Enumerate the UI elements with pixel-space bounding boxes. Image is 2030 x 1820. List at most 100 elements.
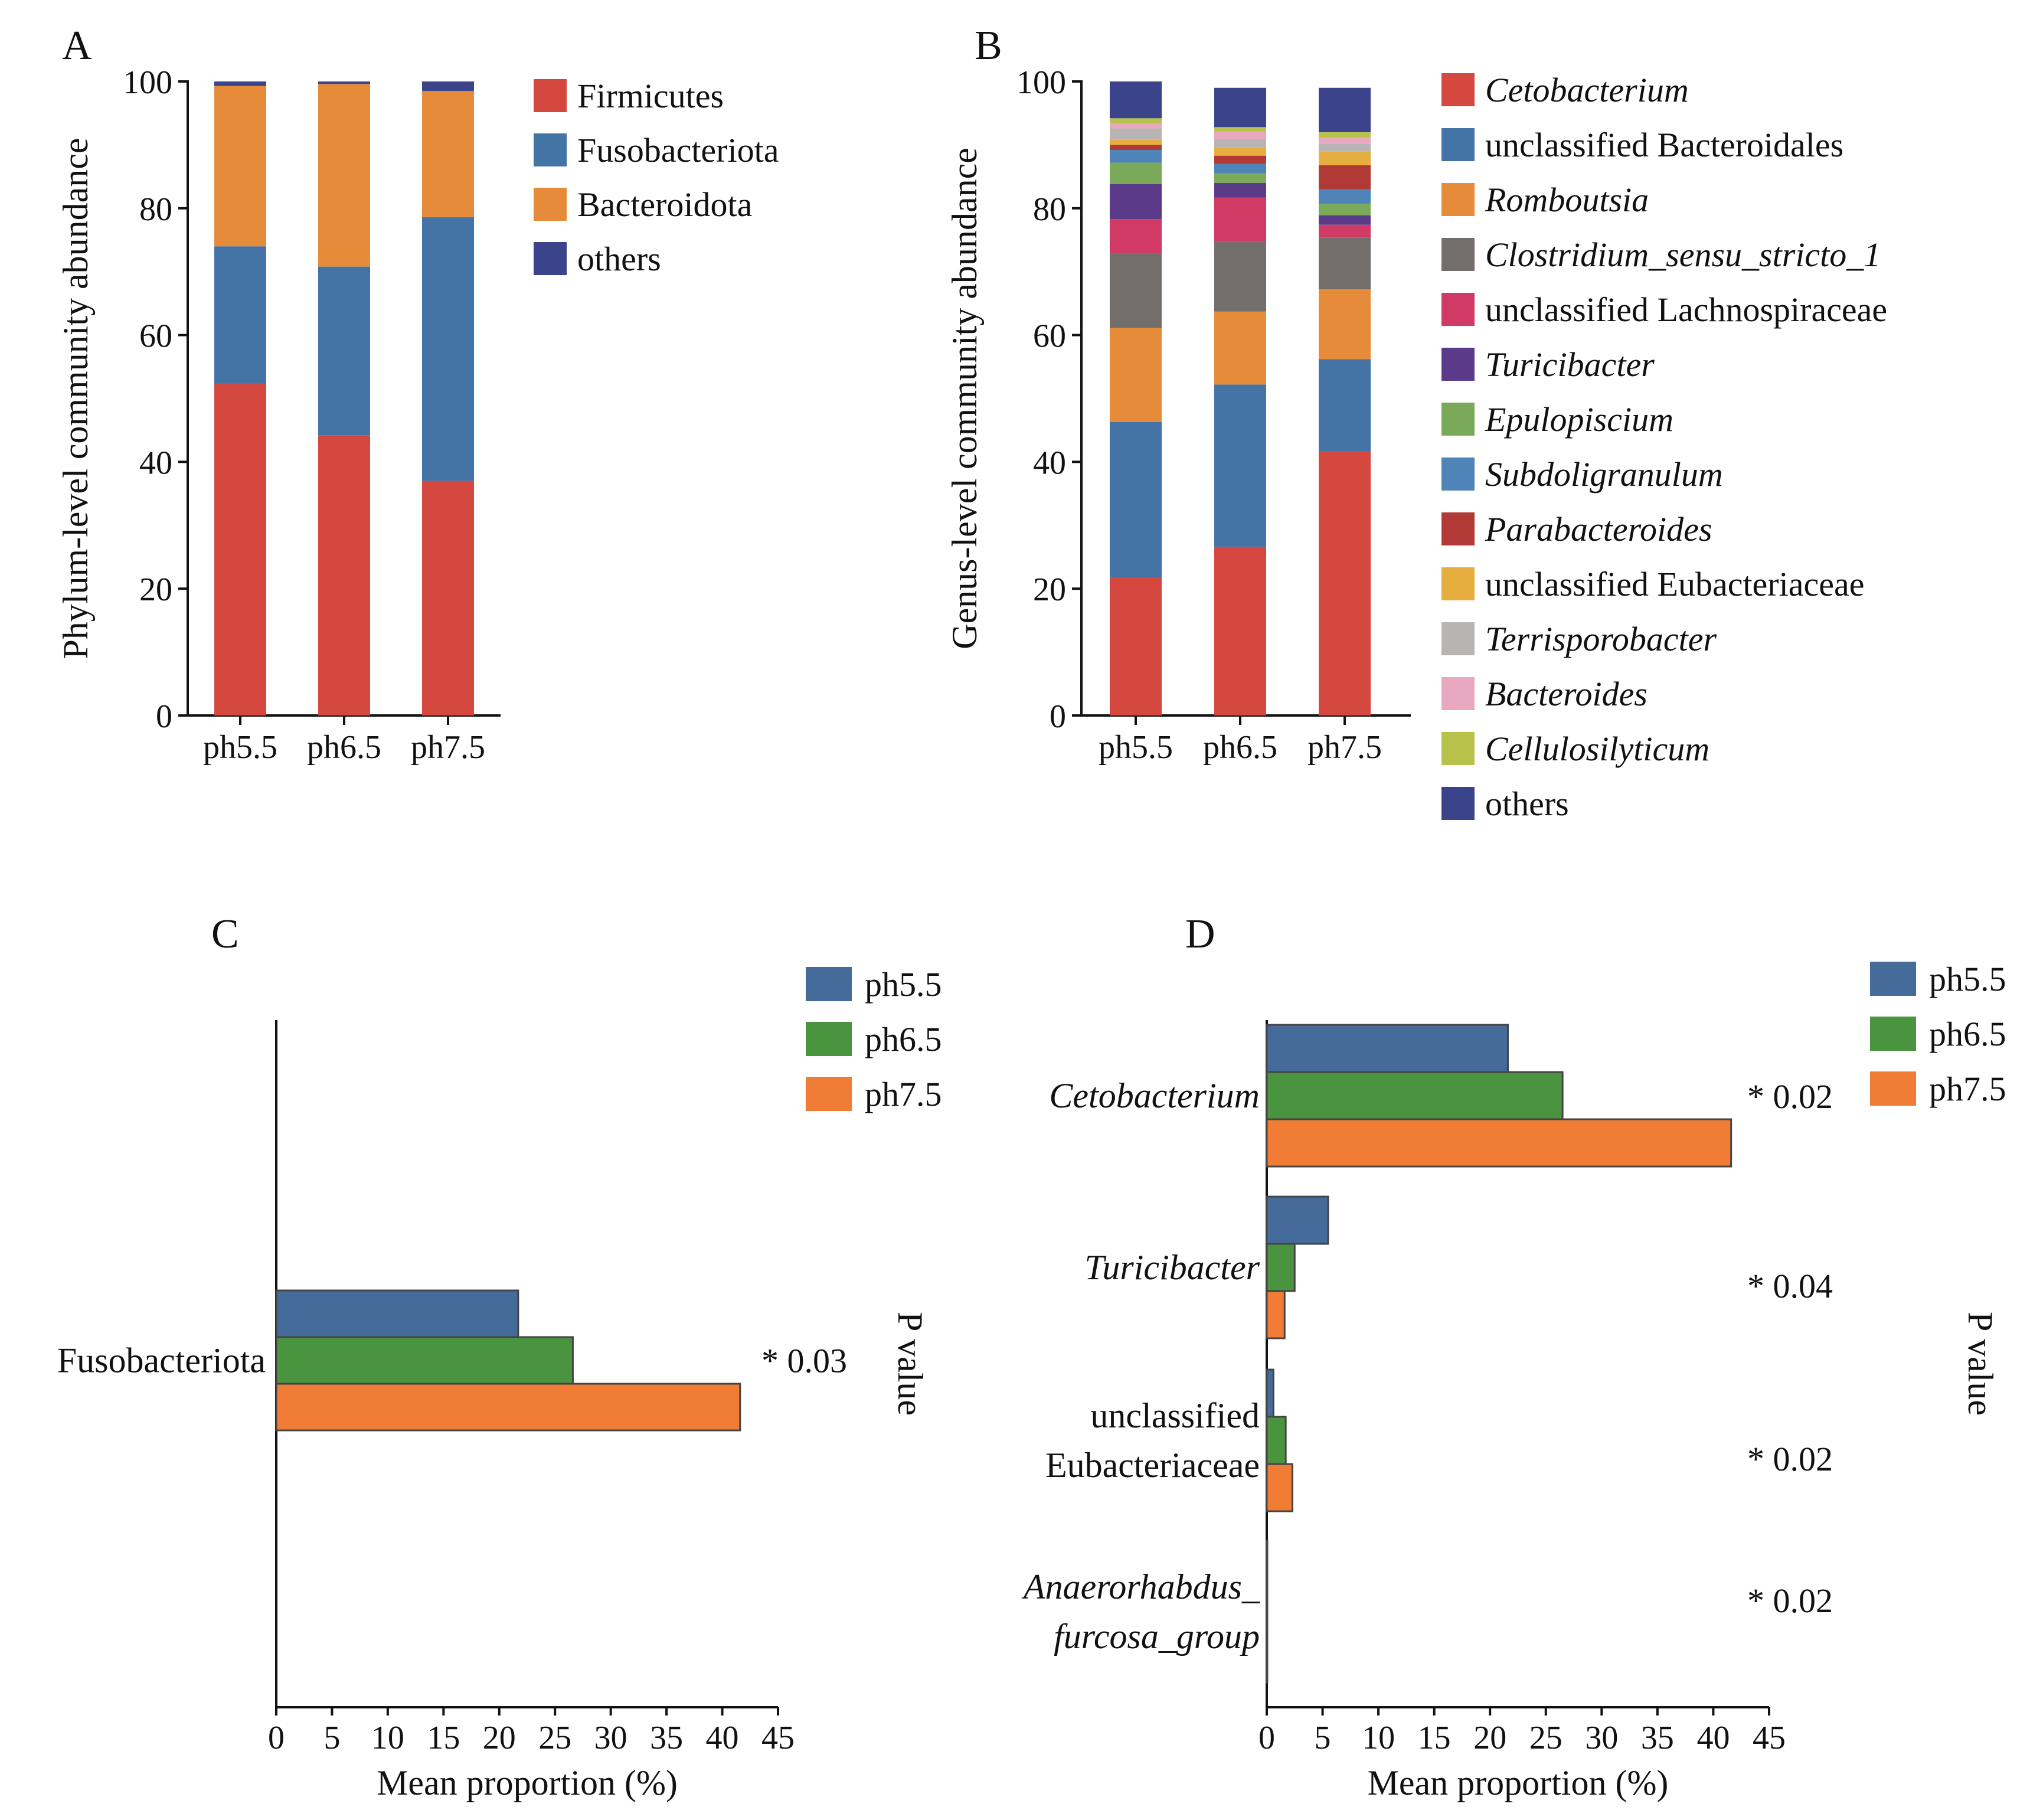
x-tick-label: ph6.5	[1203, 729, 1277, 766]
y-tick-label: 40	[1033, 445, 1066, 481]
category-label: unclassified	[1090, 1396, 1260, 1435]
bar-segment-firmicutes	[422, 481, 474, 715]
x-tick-label: 35	[650, 1720, 683, 1756]
bar-segment-others	[1110, 81, 1162, 119]
legend-label: unclassified Eubacteriaceae	[1485, 565, 1864, 603]
x-tick-label: 40	[1696, 1720, 1730, 1756]
category-label: furcosa_group	[1054, 1617, 1260, 1656]
y-tick-label: 100	[123, 64, 172, 101]
legend-label: Terrisporobacter	[1485, 620, 1717, 658]
legend-swatch-unclassified-bacteroidales	[1441, 128, 1475, 161]
legend-swatch-ph7-5	[1870, 1071, 1916, 1106]
bar-segment-cellulosilyticum	[1110, 118, 1162, 123]
bar-segment-fusobacteriota	[422, 217, 474, 481]
legend-label: Romboutsia	[1485, 181, 1649, 219]
x-tick-label: 40	[706, 1720, 739, 1756]
y-tick-label: 0	[1050, 698, 1066, 735]
x-tick-label: ph5.5	[203, 729, 277, 766]
legend-label: Subdoligranulum	[1485, 455, 1723, 494]
legend-swatch-ph7-5	[806, 1077, 852, 1111]
y-tick-label: 40	[139, 445, 172, 481]
bar-segment-clostridium-sensu-stricto-1	[1319, 237, 1371, 290]
legend-swatch-firmicutes	[534, 79, 567, 112]
bar-segment-cellulosilyticum	[1319, 132, 1371, 138]
y-axis-title: Genus-level community abundance	[945, 148, 984, 649]
x-tick-label: 25	[1529, 1720, 1562, 1756]
bar-segment-unclassified-eubacteriaceae	[1214, 147, 1266, 156]
x-tick-label: 10	[371, 1720, 404, 1756]
legend-label: ph6.5	[1929, 1015, 2006, 1053]
bar-segment-bacteroides	[1214, 131, 1266, 139]
legend-label: ph7.5	[865, 1075, 942, 1113]
x-tick-label: 5	[323, 1720, 340, 1756]
category-label: Anaerorhabdus_	[1021, 1567, 1260, 1606]
bar-segment-fusobacteriota	[318, 266, 370, 436]
bar-segment-parabacteroides	[1214, 155, 1266, 164]
bar-ph5-5	[1266, 1195, 1329, 1245]
panel-c: C 0 5 10 15 20 25 30 35 40 45 Mean proportion (%) P …	[57, 911, 942, 1802]
category-label: Eubacteriaceae	[1045, 1446, 1260, 1485]
legend-swatch-cetobacterium	[1441, 73, 1475, 106]
bar-segment-subdoligranulum	[1214, 164, 1266, 174]
x-tick-label: 20	[483, 1720, 516, 1756]
bar-segment-bacteroidota	[318, 84, 370, 267]
legend-label: Firmicutes	[577, 77, 724, 115]
legend-swatch-subdoligranulum	[1441, 458, 1475, 491]
legend-swatch-ph6-5	[1870, 1017, 1916, 1051]
legend-swatch-others	[534, 242, 567, 275]
bar-ph7-5	[1266, 1118, 1732, 1168]
x-axis-title: Mean proportion (%)	[377, 1763, 678, 1802]
bar-segment-unclassified-lachnospiraceae	[1214, 197, 1266, 242]
x-tick-label: ph5.5	[1099, 729, 1173, 766]
bar-segment-clostridium-sensu-stricto-1	[1214, 241, 1266, 312]
panel-label: B	[975, 23, 1002, 68]
category-label: Cetobacterium	[1049, 1076, 1260, 1115]
x-tick-label: 15	[1418, 1720, 1451, 1756]
legend-label: Epulopiscium	[1485, 400, 1673, 439]
x-tick-label: ph6.5	[307, 729, 381, 766]
x-tick-label: 30	[1585, 1720, 1618, 1756]
bar-segment-unclassified-lachnospiraceae	[1110, 219, 1162, 254]
bar-segment-turicibacter	[1110, 184, 1162, 220]
bar-ph6-5	[1266, 1071, 1564, 1120]
bar-ph6-5	[275, 1336, 574, 1385]
legend-label: others	[577, 240, 661, 278]
bar-segment-others	[1214, 87, 1266, 128]
bar-segment-fusobacteriota	[214, 246, 266, 384]
bar-ph5-5	[1266, 1368, 1274, 1418]
bar-segment-parabacteroides	[1319, 165, 1371, 189]
y-tick-label: 80	[139, 191, 172, 228]
x-tick-label: 45	[1753, 1720, 1786, 1756]
p-value-label: * 0.04	[1747, 1267, 1833, 1305]
panel-label: A	[62, 23, 92, 68]
legend-label: ph7.5	[1929, 1070, 2006, 1108]
bar-ph6-5	[1266, 1243, 1296, 1292]
legend-label: unclassified Lachnospiraceae	[1485, 290, 1887, 329]
legend-swatch-others	[1441, 787, 1475, 820]
bar-segment-terrisporobacter	[1214, 139, 1266, 148]
bar-segment-unclassified-lachnospiraceae	[1319, 224, 1371, 238]
bar-segment-romboutsia	[1214, 311, 1266, 385]
x-tick-label: 30	[594, 1720, 627, 1756]
y-tick-label: 20	[1033, 571, 1066, 608]
legend-label: ph5.5	[1929, 960, 2006, 998]
legend-label: Turicibacter	[1485, 345, 1655, 384]
category-label: Turicibacter	[1084, 1248, 1260, 1287]
bar-segment-clostridium-sensu-stricto-1	[1110, 253, 1162, 328]
p-value-label: * 0.02	[1747, 1440, 1833, 1478]
x-axis-title: Mean proportion (%)	[1368, 1763, 1669, 1802]
legend-swatch-ph6-5	[806, 1022, 852, 1056]
p-value-label: * 0.03	[761, 1342, 847, 1380]
legend-swatch-turicibacter	[1441, 348, 1475, 381]
x-tick-label: 0	[1258, 1720, 1275, 1756]
bar-segment-bacteroidota	[422, 91, 474, 217]
bar-segment-unclassified-eubacteriaceae	[1319, 151, 1371, 165]
bar-segment-firmicutes	[214, 384, 266, 715]
bar-segment-unclassified-bacteroidales	[1214, 384, 1266, 547]
x-tick-label: ph7.5	[411, 729, 485, 766]
y-tick-label: 80	[1033, 191, 1066, 228]
bar-segment-unclassified-bacteroidales	[1319, 359, 1371, 452]
panel-d: D 0 5 10 15 20 25 30 35 40 45 Mean proportion (%) P …	[1021, 911, 2006, 1802]
x-tick-label: 20	[1473, 1720, 1506, 1756]
y-axis-title: Phylum-level community abundance	[56, 138, 95, 659]
